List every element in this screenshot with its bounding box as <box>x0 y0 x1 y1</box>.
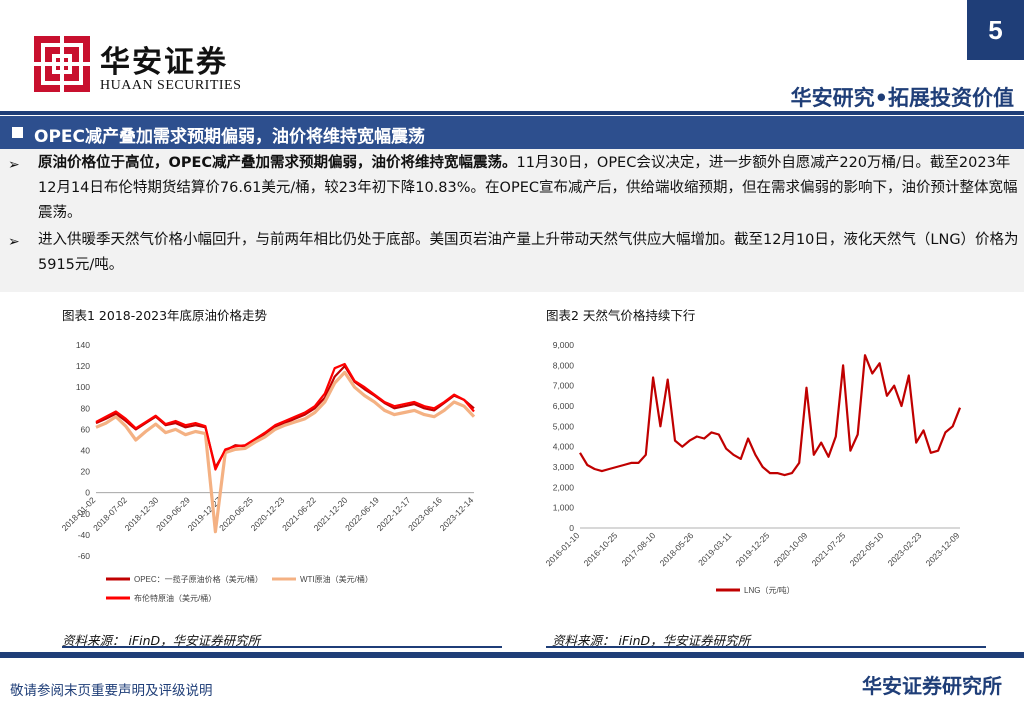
chart2-x-tick-label: 2017-08-10 <box>620 530 658 568</box>
chart2-x-tick-label: 2016-10-25 <box>582 530 620 568</box>
chart1-y-tick-label: 120 <box>76 361 90 371</box>
chart1-y-tick-label: 0 <box>85 488 90 498</box>
title-square-icon <box>12 127 23 138</box>
bullet-2-text: 进入供暖季天然气价格小幅回升，与前两年相比仍处于底部。美国页岩油产量上升带动天然… <box>38 232 1019 273</box>
page-number: 5 <box>967 0 1024 60</box>
chart1-legend-label: 布伦特原油（美元/桶） <box>134 593 216 603</box>
chart1-y-tick-label: 40 <box>81 446 91 456</box>
bullet-paragraph-2: 进入供暖季天然气价格小幅回升，与前两年相比仍处于底部。美国页岩油产量上升带动天然… <box>38 228 1020 278</box>
crude-oil-price-chart: -60-40-200204060801001201402018-01-02201… <box>62 340 476 603</box>
chart2-y-tick-label: 0 <box>569 523 574 533</box>
chart2-series-line-1 <box>579 354 962 477</box>
chart2-y-tick-label: 6,000 <box>553 401 575 411</box>
chart2-y-tick-label: 7,000 <box>553 381 575 391</box>
footer-disclaimer[interactable]: 敬请参阅末页重要声明及评级说明 <box>10 683 213 699</box>
chart2-x-tick-label: 2023-02-23 <box>886 530 924 568</box>
lng-price-chart: 0 1,000 2,000 3,000 4,000 5,000 6,000 7,000 8,00… <box>546 340 962 595</box>
chart2-y-tick-label: 3,000 <box>553 462 575 472</box>
brand-name-cn: 华安证券 <box>100 45 228 80</box>
chart-1-source-rule <box>62 646 502 648</box>
chart1-y-tick-label: -20 <box>78 509 91 519</box>
chart2-x-tick-label: 2016-01-10 <box>546 530 582 568</box>
chart1-legend-label: WTI原油（美元/桶） <box>300 574 373 584</box>
chart1-y-tick-label: 60 <box>81 424 91 434</box>
chart2-y-tick-label: 8,000 <box>553 360 575 370</box>
chart2-y-tick-label: 2,000 <box>553 482 575 492</box>
chart1-series-line-2 <box>95 370 476 534</box>
chart2-x-tick-label: 2019-03-11 <box>696 530 734 568</box>
chart1-x-tick-label: 2023-12-14 <box>438 495 476 533</box>
chart-2-source: 资料来源： iFinD，华安证券研究所 <box>552 633 751 648</box>
chart1-series-line-3 <box>95 362 475 471</box>
chart1-y-tick-label: 100 <box>76 382 90 392</box>
bullet-paragraph-1: 原油价格位于高位，OPEC减产叠加需求预期偏弱，油价将维持宽幅震荡。11月30日… <box>38 151 1020 226</box>
slogan: 华安研究•拓展投资价值 <box>790 86 1014 110</box>
chart2-x-tick-label: 2018-05-26 <box>658 530 696 568</box>
chart2-y-tick-label: 5,000 <box>553 421 575 431</box>
footer-band <box>0 652 1024 658</box>
chart2-x-tick-label: 2020-10-09 <box>772 530 810 568</box>
chart2-x-tick-label: 2019-12-25 <box>734 530 772 568</box>
chart1-legend-label: OPEC：一揽子原油价格（美元/桶） <box>134 574 263 584</box>
header-divider <box>0 111 1024 115</box>
chart2-legend-label: LNG（元/吨） <box>744 585 795 595</box>
bullet-arrow-icon: ➢ <box>8 234 20 250</box>
bullet-1-bold: 原油价格位于高位，OPEC减产叠加需求预期偏弱，油价将维持宽幅震荡。 <box>38 155 517 171</box>
chart1-y-tick-label: 140 <box>76 340 90 350</box>
brand-name-en: HUAAN SECURITIES <box>100 78 242 93</box>
chart-1-source: 资料来源： iFinD，华安证券研究所 <box>62 633 261 648</box>
chart1-y-tick-label: -60 <box>78 551 91 561</box>
chart1-y-tick-label: -40 <box>78 530 91 540</box>
summary-panel <box>0 149 1024 292</box>
logo-mark-icon <box>34 36 90 92</box>
section-title-bar <box>0 116 1024 149</box>
chart2-y-tick-label: 9,000 <box>553 340 575 350</box>
chart2-y-tick-label: 1,000 <box>553 503 575 513</box>
chart1-y-tick-label: 20 <box>81 467 91 477</box>
bullet-1-text: 11月30日，OPEC会议决定，进一步额外自愿减产220万桶/日。截至2023年… <box>38 155 1018 221</box>
chart2-y-tick-label: 4,000 <box>553 442 575 452</box>
section-title: OPEC减产叠加需求预期偏弱，油价将维持宽幅震荡 <box>34 127 425 147</box>
footer-org: 华安证券研究所 <box>862 674 1002 698</box>
chart2-x-tick-label: 2021-07-25 <box>810 530 848 568</box>
chart2-x-tick-label: 2023-12-09 <box>924 530 962 568</box>
chart-2-title: 图表2 天然气价格持续下行 <box>546 308 696 323</box>
chart-1-title: 图表1 2018-2023年底原油价格走势 <box>62 308 268 323</box>
chart2-x-tick-label: 2022-05-10 <box>848 530 886 568</box>
company-logo <box>34 36 90 92</box>
chart-2-source-rule <box>546 646 986 648</box>
chart1-y-tick-label: 80 <box>81 403 91 413</box>
bullet-arrow-icon: ➢ <box>8 157 20 173</box>
